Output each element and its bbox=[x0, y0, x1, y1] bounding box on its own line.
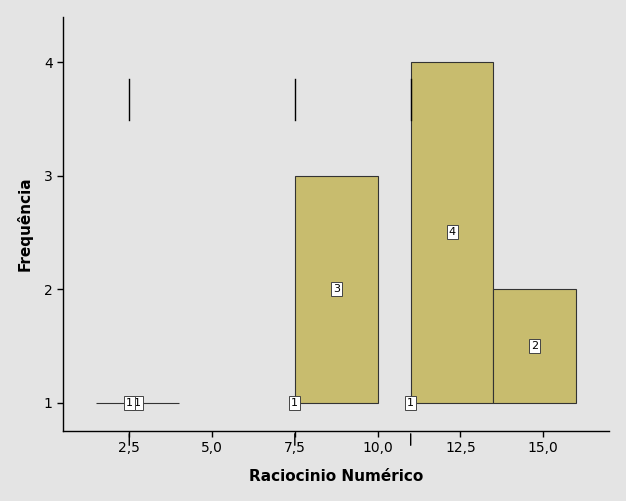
Text: 2: 2 bbox=[531, 341, 538, 351]
Bar bbox=[295, 175, 377, 403]
Text: 1: 1 bbox=[291, 398, 299, 408]
Text: 1: 1 bbox=[407, 398, 414, 408]
Text: 3: 3 bbox=[332, 284, 340, 294]
Y-axis label: Frequência: Frequência bbox=[17, 176, 33, 271]
X-axis label: Raciocinio Numérico: Raciocinio Numérico bbox=[249, 469, 423, 484]
Text: 4: 4 bbox=[448, 227, 456, 237]
Text: 1: 1 bbox=[126, 398, 133, 408]
Bar bbox=[493, 289, 576, 403]
Text: 1: 1 bbox=[134, 398, 141, 408]
Bar bbox=[411, 62, 493, 403]
